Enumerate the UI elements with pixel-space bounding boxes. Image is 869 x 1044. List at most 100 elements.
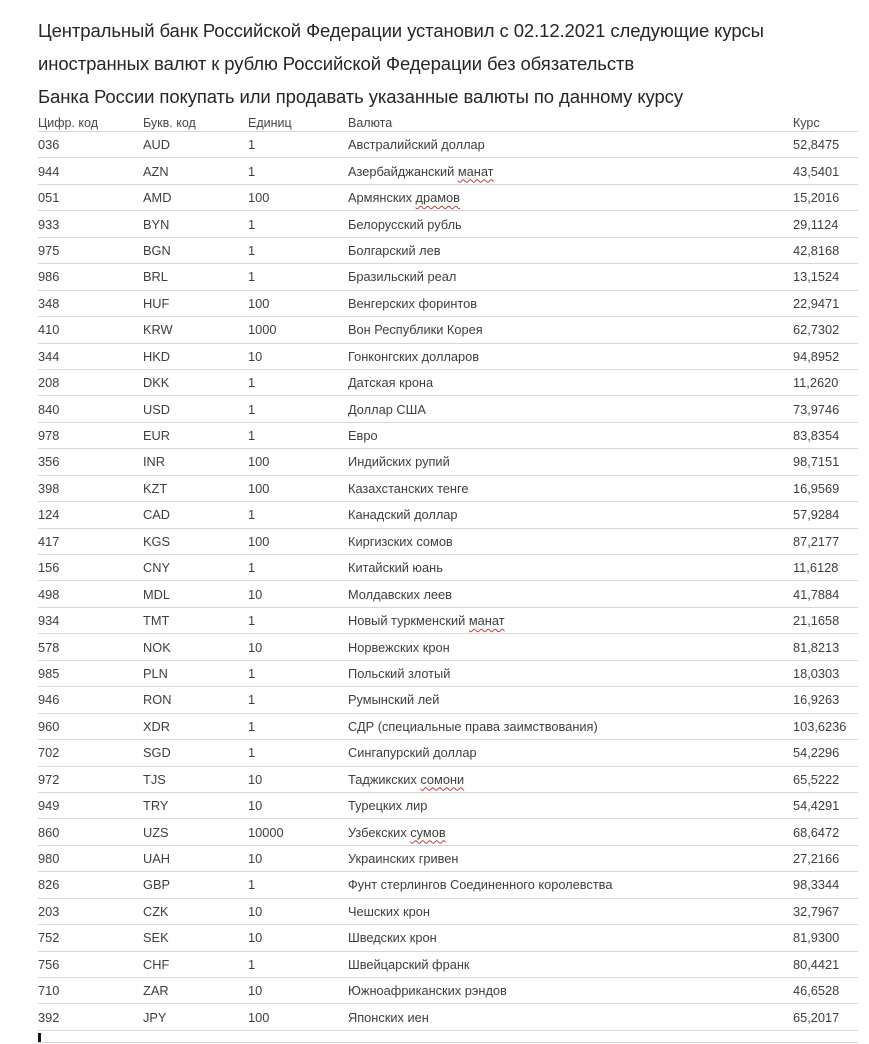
cell-currency: Украинских гривен bbox=[348, 851, 459, 867]
cell-units: 10 bbox=[248, 930, 263, 946]
table-row: 826 GBP 1 Фунт стерлингов Соединенного к… bbox=[38, 872, 858, 899]
cell-num-code: 960 bbox=[38, 718, 60, 734]
cell-rate: 81,9300 bbox=[793, 930, 840, 946]
cell-rate: 21,1658 bbox=[793, 613, 840, 629]
cell-num-code: 344 bbox=[38, 348, 60, 364]
cell-currency: Венгерских форинтов bbox=[348, 295, 478, 311]
cell-units: 1 bbox=[248, 137, 256, 153]
cell-char-code: RON bbox=[143, 692, 172, 708]
cell-num-code: 975 bbox=[38, 242, 60, 258]
cell-currency: Индийских рупий bbox=[348, 454, 450, 470]
cell-char-code: AZN bbox=[143, 163, 169, 179]
cell-char-code: KZT bbox=[143, 480, 168, 496]
table-row: 960 XDR 1 СДР (специальные права заимств… bbox=[38, 714, 858, 741]
cell-currency: Норвежских крон bbox=[348, 639, 450, 655]
table-row: 498 MDL 10 Молдавских леев 41,7884 bbox=[38, 581, 858, 608]
cell-currency: Гонконгских долларов bbox=[348, 348, 480, 364]
cell-units: 100 bbox=[248, 295, 270, 311]
cell-currency: Австралийский доллар bbox=[348, 137, 485, 153]
cell-rate: 16,9263 bbox=[793, 692, 840, 708]
table-row: 986 BRL 1 Бразильский реал 13,1524 bbox=[38, 264, 858, 291]
cell-rate: 98,3344 bbox=[793, 877, 840, 893]
cell-num-code: 398 bbox=[38, 480, 60, 496]
cell-currency: Польский злотый bbox=[348, 665, 451, 681]
cell-char-code: USD bbox=[143, 401, 171, 417]
table-row: 417 KGS 100 Киргизских сомов 87,2177 bbox=[38, 529, 858, 555]
cell-units: 1 bbox=[248, 560, 256, 576]
misspelled-word: манат bbox=[468, 613, 505, 629]
column-header-units: Единиц bbox=[248, 115, 292, 130]
cell-currency: Китайский юань bbox=[348, 560, 443, 576]
cell-units: 100 bbox=[248, 533, 270, 549]
cell-char-code: TJS bbox=[143, 771, 166, 787]
table-row: 344 HKD 10 Гонконгских долларов 94,8952 bbox=[38, 344, 858, 370]
table-row: 398 KZT 100 Казахстанских тенге 16,9569 bbox=[38, 476, 858, 503]
cell-rate: 16,9569 bbox=[793, 480, 840, 496]
cell-char-code: ZAR bbox=[143, 983, 169, 999]
misspelled-word: драмов bbox=[415, 190, 460, 206]
cell-char-code: SEK bbox=[143, 930, 169, 946]
cell-char-code: KGS bbox=[143, 533, 171, 549]
cell-char-code: DKK bbox=[143, 375, 170, 391]
table-header-row: Цифр. код Букв. код Единиц Валюта Курс bbox=[38, 114, 858, 132]
column-header-currency: Валюта bbox=[348, 115, 393, 130]
cell-currency: Доллар США bbox=[348, 401, 426, 417]
cell-char-code: UZS bbox=[143, 824, 169, 840]
table-row: 980 UAH 10 Украинских гривен 27,2166 bbox=[38, 846, 858, 873]
cell-rate: 83,8354 bbox=[793, 428, 840, 444]
cell-rate: 54,2296 bbox=[793, 745, 840, 761]
cell-char-code: SGD bbox=[143, 745, 171, 761]
cell-num-code: 578 bbox=[38, 639, 60, 655]
cell-rate: 73,9746 bbox=[793, 401, 840, 417]
cell-char-code: MDL bbox=[143, 586, 171, 602]
rates-table-body: 036 AUD 1 Австралийский доллар 52,8475 9… bbox=[38, 132, 858, 1031]
table-row: 203 CZK 10 Чешских крон 32,7967 bbox=[38, 899, 858, 926]
cell-num-code: 348 bbox=[38, 295, 60, 311]
cell-units: 1 bbox=[248, 613, 256, 629]
cell-num-code: 036 bbox=[38, 137, 60, 153]
cell-units: 1 bbox=[248, 269, 256, 285]
column-header-char-code: Букв. код bbox=[143, 115, 196, 130]
cell-num-code: 946 bbox=[38, 692, 60, 708]
trailing-paragraph-separator bbox=[38, 1042, 858, 1043]
cell-currency: Армянских драмов bbox=[348, 190, 460, 206]
cell-char-code: XDR bbox=[143, 718, 171, 734]
table-row: 978 EUR 1 Евро 83,8354 bbox=[38, 423, 858, 450]
cell-units: 1 bbox=[248, 216, 256, 232]
cell-char-code: TMT bbox=[143, 613, 170, 629]
cell-rate: 46,6528 bbox=[793, 983, 840, 999]
cell-num-code: 949 bbox=[38, 798, 60, 814]
cell-num-code: 860 bbox=[38, 824, 60, 840]
cell-rate: 57,9284 bbox=[793, 507, 840, 523]
misspelled-word: сумов bbox=[410, 824, 446, 840]
cell-rate: 11,6128 bbox=[793, 560, 839, 576]
cell-units: 1 bbox=[248, 163, 256, 179]
cell-num-code: 208 bbox=[38, 375, 60, 391]
cell-units: 10 bbox=[248, 798, 263, 814]
cell-units: 10 bbox=[248, 771, 263, 787]
cell-num-code: 710 bbox=[38, 983, 60, 999]
table-row: 356 INR 100 Индийских рупий 98,7151 bbox=[38, 449, 858, 476]
cell-rate: 103,6236 bbox=[793, 718, 847, 734]
cell-num-code: 840 bbox=[38, 401, 60, 417]
cell-num-code: 933 bbox=[38, 216, 60, 232]
cell-rate: 65,2017 bbox=[793, 1009, 840, 1025]
table-row: 975 BGN 1 Болгарский лев 42,8168 bbox=[38, 238, 858, 265]
table-row: 051 AMD 100 Армянских драмов 15,2016 bbox=[38, 185, 858, 212]
cell-num-code: 986 bbox=[38, 269, 60, 285]
cell-char-code: JPY bbox=[143, 1009, 167, 1025]
cell-char-code: AMD bbox=[143, 190, 172, 206]
cell-rate: 62,7302 bbox=[793, 322, 840, 338]
cell-units: 1 bbox=[248, 507, 256, 523]
cell-units: 100 bbox=[248, 190, 270, 206]
cell-units: 100 bbox=[248, 1009, 270, 1025]
cell-rate: 98,7151 bbox=[793, 454, 840, 470]
cell-units: 1 bbox=[248, 692, 256, 708]
table-row: 156 CNY 1 Китайский юань 11,6128 bbox=[38, 555, 858, 582]
cell-char-code: PLN bbox=[143, 665, 168, 681]
cell-char-code: AUD bbox=[143, 137, 171, 153]
cell-char-code: BGN bbox=[143, 242, 171, 258]
table-row: 972 TJS 10 Таджикских сомони 65,5222 bbox=[38, 767, 858, 793]
table-row: 985 PLN 1 Польский злотый 18,0303 bbox=[38, 661, 858, 688]
misspelled-word: манат bbox=[457, 163, 494, 179]
